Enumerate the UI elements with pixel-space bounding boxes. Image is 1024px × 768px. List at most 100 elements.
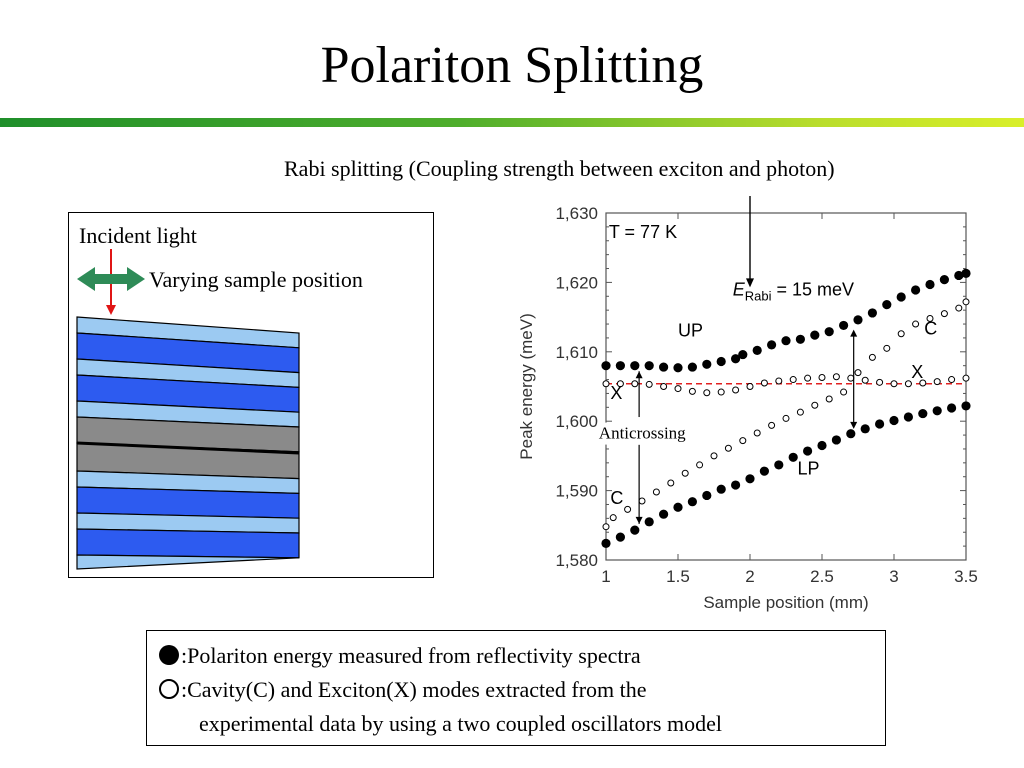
y-tick-label: 1,580	[555, 551, 598, 570]
mode-point	[645, 380, 653, 388]
mode-point	[890, 380, 898, 388]
curve-label: X	[610, 383, 622, 403]
mode-point	[688, 387, 696, 395]
mode-point	[681, 469, 689, 477]
anticrossing-arrow-lower-head	[635, 516, 643, 524]
mode-point	[768, 421, 776, 429]
slide-title: Polariton Splitting	[320, 37, 704, 94]
mode-point	[652, 488, 660, 496]
mode-point	[904, 380, 912, 388]
mode-point	[732, 386, 740, 394]
sample-schematic: Incident light Varying sample position	[68, 212, 434, 578]
mode-point	[876, 378, 884, 386]
polariton-point	[860, 424, 870, 434]
y-tick-label: 1,630	[555, 204, 598, 223]
x-tick-label: 1	[601, 567, 610, 586]
polariton-point	[630, 525, 640, 535]
sample-layers	[76, 316, 300, 570]
polariton-point	[817, 440, 827, 451]
x-tick-label: 1.5	[666, 567, 690, 586]
polariton-point	[615, 532, 625, 542]
rabi-energy-label: ERabi = 15 meV	[733, 280, 854, 304]
mode-point	[609, 514, 617, 522]
polariton-point	[947, 403, 957, 413]
mode-point	[782, 414, 790, 422]
title-divider-bar	[0, 118, 1024, 127]
mode-point	[616, 380, 624, 388]
mode-point	[818, 373, 826, 381]
y-tick-label: 1,600	[555, 412, 598, 431]
mode-point	[861, 376, 869, 384]
filled-circle-icon	[159, 645, 179, 665]
mode-point	[739, 437, 747, 445]
mode-point	[847, 374, 855, 382]
curve-label: C	[924, 318, 937, 338]
x-tick-label: 3	[889, 567, 898, 586]
mode-point	[962, 298, 970, 306]
mode-point	[717, 388, 725, 396]
mode-point	[832, 373, 840, 381]
polariton-point	[644, 361, 654, 371]
mode-point	[703, 389, 711, 397]
mode-point	[933, 378, 941, 386]
rabi-splitting-note: Rabi splitting (Coupling strength betwee…	[284, 156, 835, 181]
legend-row-open-continued: experimental data by using a two coupled…	[199, 711, 722, 737]
mode-point	[811, 401, 819, 409]
polariton-point	[601, 361, 611, 371]
polariton-point	[659, 362, 669, 372]
mode-point	[660, 383, 668, 390]
polariton-point	[918, 408, 928, 419]
polariton-point	[673, 363, 683, 373]
legend-row-filled: :Polariton energy measured from reflecti…	[159, 643, 641, 669]
x-tick-label: 2	[745, 567, 754, 586]
mode-point	[897, 330, 905, 338]
curve-label: X	[911, 362, 923, 382]
plot-frame	[605, 212, 967, 561]
mode-point	[912, 320, 920, 328]
mode-point	[667, 479, 675, 487]
curve-label: LP	[798, 459, 820, 479]
mode-point	[854, 369, 862, 377]
polariton-point	[925, 279, 935, 290]
polariton-point	[831, 435, 841, 445]
legend-filled-text: :Polariton energy measured from reflecti…	[181, 643, 641, 668]
polariton-point	[867, 308, 877, 318]
mode-point	[919, 379, 927, 387]
sample-layer	[76, 528, 300, 559]
polariton-point	[716, 484, 726, 494]
active-layer-line	[76, 441, 300, 455]
polariton-point	[795, 334, 805, 344]
polariton-point	[932, 406, 942, 416]
incident-light-label: Incident light	[79, 223, 197, 248]
polariton-point	[954, 270, 964, 281]
anticrossing-label-bg	[599, 422, 720, 445]
mode-point	[840, 388, 848, 396]
mode-point	[796, 408, 804, 416]
polariton-point	[702, 490, 712, 501]
sample-layer	[76, 554, 300, 570]
polariton-point	[896, 292, 906, 302]
y-axis-label: Peak energy (meV)	[517, 313, 536, 459]
mode-point	[624, 505, 632, 513]
x-tick-label: 3.5	[954, 567, 978, 586]
polariton-point	[738, 349, 748, 360]
legend-row-open: :Cavity(C) and Exciton(X) modes extracte…	[159, 677, 647, 703]
layered-sample-drawing	[76, 249, 300, 570]
polariton-point	[781, 336, 791, 346]
mode-point	[746, 383, 754, 390]
temperature-label: T = 77 K	[609, 222, 677, 242]
polariton-point	[731, 354, 741, 364]
polariton-point	[889, 415, 899, 426]
mode-point	[825, 395, 833, 403]
mode-point	[789, 376, 797, 384]
mode-point	[631, 380, 639, 388]
mode-point	[602, 380, 610, 388]
polariton-point	[731, 480, 741, 490]
anticrossing-arrow-upper-head	[635, 371, 643, 379]
y-tick-label: 1,610	[555, 343, 598, 362]
polariton-point	[853, 315, 863, 325]
marker-legend: :Polariton energy measured from reflecti…	[146, 630, 886, 746]
polariton-point	[745, 474, 755, 484]
mode-point	[775, 377, 783, 385]
polariton-point	[903, 412, 913, 422]
